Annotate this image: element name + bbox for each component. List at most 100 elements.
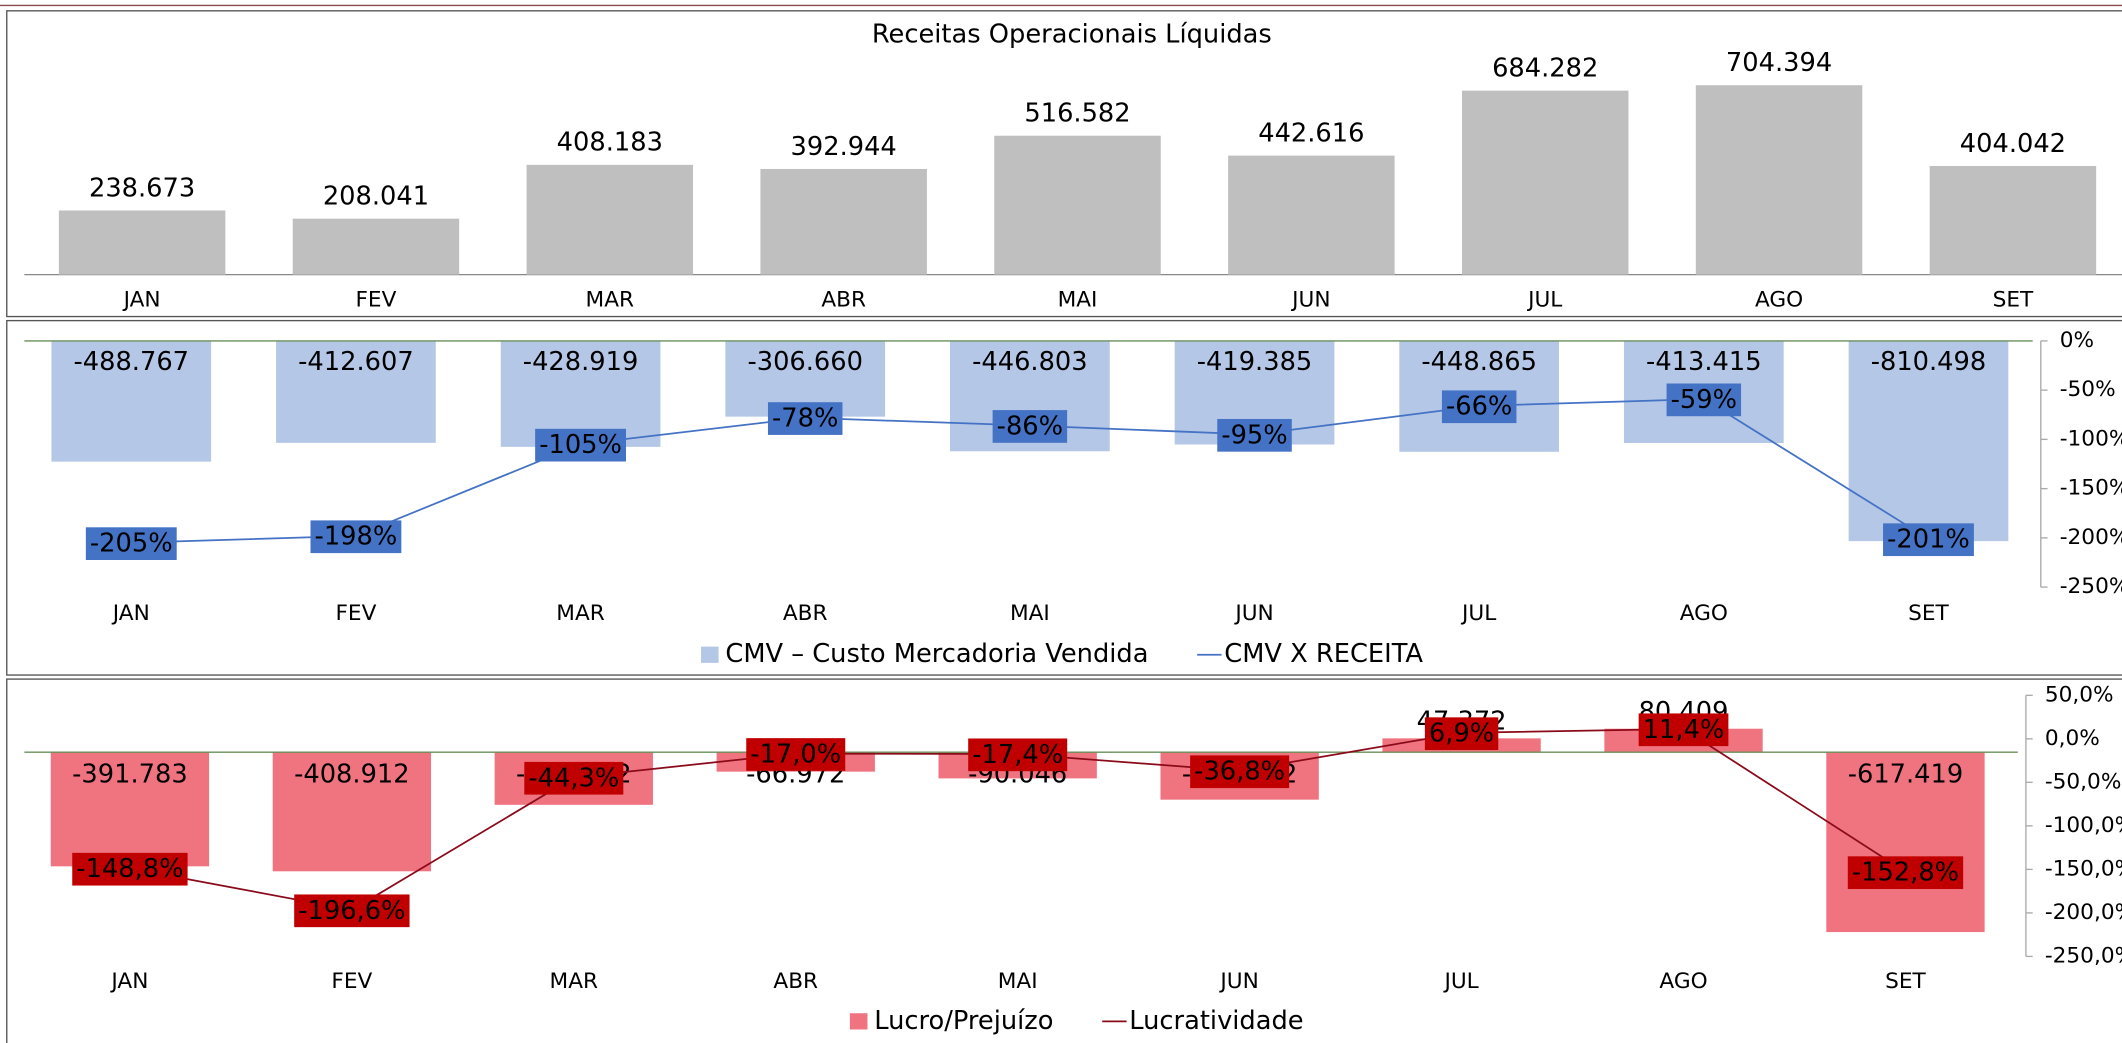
line-value-label: -105% [539,430,622,460]
line-value-label: -196,6% [298,896,405,926]
bar-value-label: -408.912 [294,760,410,790]
legend-label: Lucro/Prejuízo [874,1006,1053,1036]
label-box [85,527,177,560]
label-box [1847,856,1964,890]
bar-value-label: 684.282 [1492,53,1598,83]
legend-swatch [849,1013,868,1030]
bar-value-label: 392.944 [791,132,897,162]
label-box [294,894,410,928]
x-tick-label: JUL [1526,287,1562,312]
label-box [1190,755,1290,789]
label-box [767,402,843,435]
line-value-label: -95% [1221,420,1287,450]
y2-tick-label: -200,0% [2045,900,2122,925]
bar [526,164,694,275]
legend-label: CMV – Custo Mercadoria Vendida [725,639,1148,669]
legend-label: Lucratividade [1129,1006,1303,1036]
bar [292,218,460,275]
bar [50,752,210,867]
line-value-label: -86% [997,411,1063,441]
x-tick-label: JAN [109,969,148,994]
bar-value-label: 704.394 [1726,48,1832,78]
bar [1461,90,1629,275]
bar [272,752,432,872]
label-box [1424,717,1499,751]
x-tick-label: MAI [998,969,1038,994]
y2-tick-label: -100,0% [2045,813,2122,838]
x-tick-label: JUL [1442,969,1478,994]
x-tick-label: MAI [1010,601,1050,626]
label-box [1638,713,1729,747]
bar-value-label: -810.498 [1871,347,1987,377]
panel [6,10,2122,318]
x-tick-label: JUN [1218,969,1258,994]
y2-tick-label: -150% [2060,476,2122,501]
x-tick-label: MAR [550,969,598,994]
label-box [535,428,627,462]
legend-swatch [701,646,719,663]
line-value-label: -17,0% [750,739,841,769]
y2-tick-label: -200% [2060,525,2122,550]
line-value-label: -201% [1887,525,1970,555]
bar-value-label: 442.616 [1258,118,1364,148]
bar [1826,752,1985,933]
y2-tick-label: -50% [2060,377,2116,402]
line-value-label: -148,8% [76,854,183,884]
label-box [1883,523,1974,557]
x-tick-label: SET [1993,287,2034,312]
label-box [1666,383,1742,417]
label-box [1217,418,1292,452]
label-box [1441,390,1517,424]
bar [276,340,436,443]
bar-value-label: -306.660 [747,347,863,377]
x-tick-label: ABR [821,287,866,312]
bar-value-label: 408.183 [557,128,663,158]
bar-value-label: -412.607 [298,347,414,377]
line-value-label: -17,4% [972,740,1063,770]
y2-tick-label: 50,0% [2045,682,2114,707]
x-tick-label: MAI [1058,287,1098,312]
x-tick-label: JUL [1460,601,1496,626]
label-box [524,761,624,795]
label-box [746,738,846,771]
x-tick-label: AGO [1659,969,1707,994]
x-tick-label: MAR [556,601,604,626]
line-value-label: 6,9% [1429,719,1494,749]
y2-tick-label: -250,0% [2045,943,2122,968]
bar-value-label: -428.919 [523,347,639,377]
bar-value-label: -448.865 [1421,347,1537,377]
line-value-label: -66% [1446,392,1512,422]
bar-value-label: 404.042 [1960,129,2066,159]
x-tick-label: JUN [1290,287,1330,312]
x-tick-label: FEV [335,601,376,626]
x-tick-label: ABR [773,969,818,994]
y2-tick-label: -100% [2060,426,2122,451]
bar-value-label: -446.803 [972,347,1088,377]
bar-value-label: -617.419 [1848,760,1964,790]
x-tick-label: SET [1908,601,1949,626]
legend-label: CMV X RECEITA [1224,639,1423,669]
y2-tick-label: 0,0% [2045,726,2100,751]
x-tick-label: FEV [355,287,396,312]
bar [994,135,1161,275]
label-box [310,520,402,554]
bar [760,168,927,275]
bar-value-label: -419.385 [1197,347,1313,377]
x-tick-label: MAR [586,287,634,312]
line-value-label: 11,4% [1643,715,1725,745]
y2-tick-label: -50,0% [2045,769,2122,794]
bar-value-label: -413.415 [1646,347,1762,377]
x-tick-label: AGO [1755,287,1803,312]
x-tick-label: JAN [111,601,150,626]
bar-value-label: -391.783 [72,760,188,790]
panel [6,678,2122,1043]
bar [1848,340,2009,542]
line-value-label: -36,8% [1194,757,1285,787]
line-value-label: -44,3% [528,763,619,793]
y2-tick-label: -250% [2060,574,2122,599]
y2-tick-label: -150,0% [2045,856,2122,881]
panel [6,319,2122,676]
bar [1228,155,1395,275]
x-tick-label: JUN [1233,601,1273,626]
